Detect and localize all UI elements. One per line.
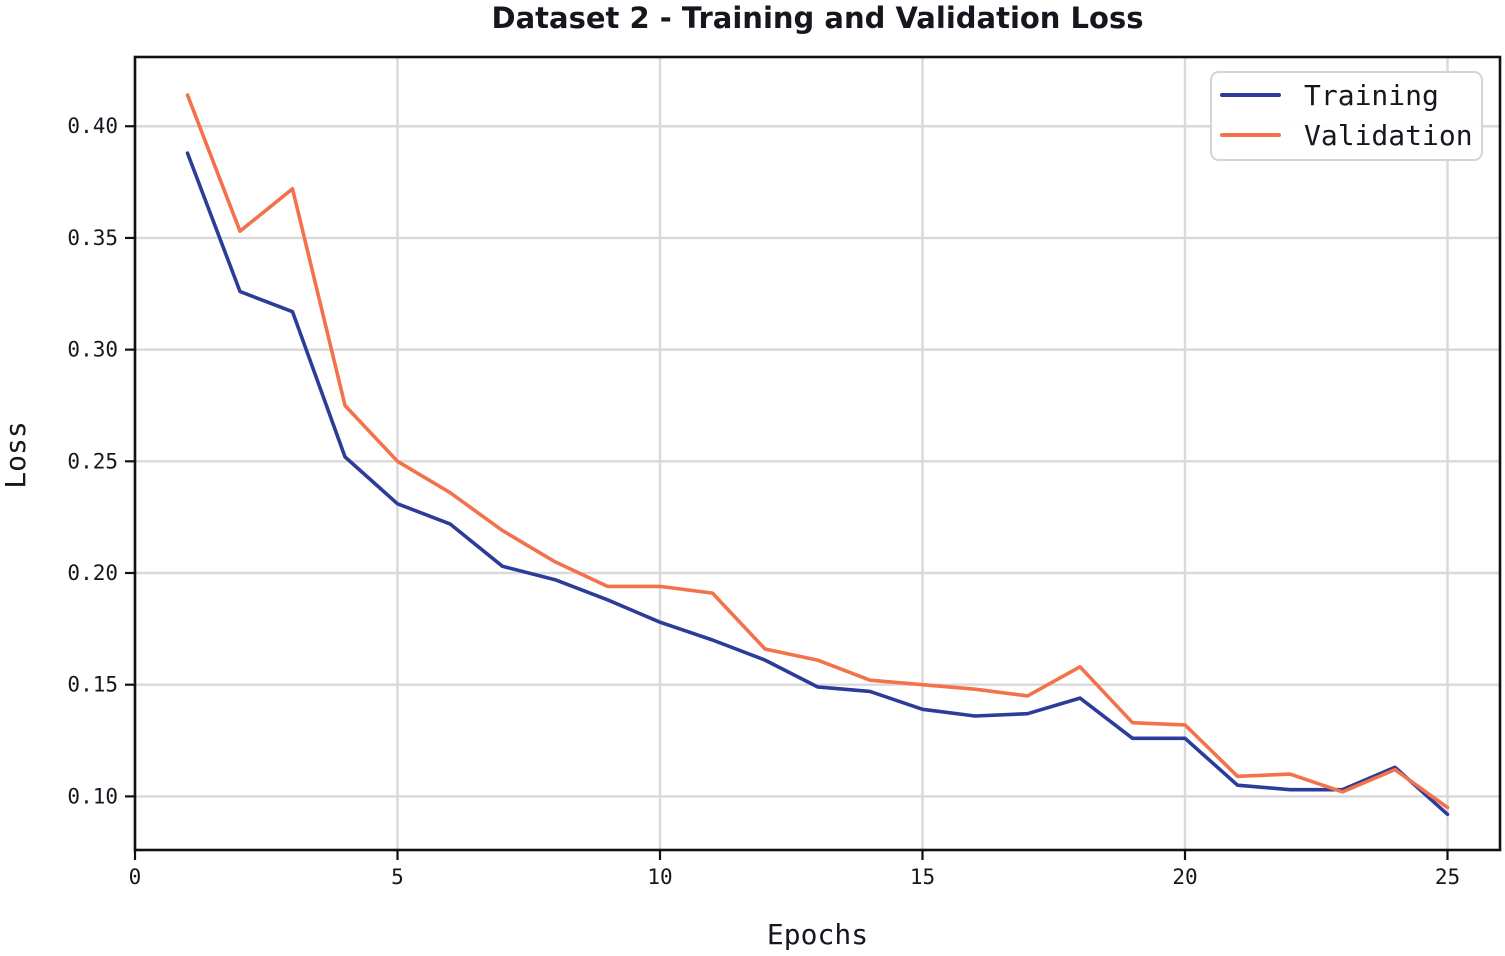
y-tick-label: 0.40 [67,114,118,138]
y-tick-label: 0.10 [67,784,118,808]
legend-item-validation: Validation [1212,115,1481,155]
y-tick-label: 0.25 [67,449,118,473]
y-tick-label: 0.30 [67,338,118,362]
x-axis-label: Epochs [766,918,869,951]
legend-label-validation: Validation [1304,118,1473,152]
y-tick-label: 0.15 [67,673,118,697]
plot-border [133,55,1502,852]
x-tick-label: 5 [391,865,404,889]
chart-title: Dataset 2 - Training and Validation Loss [491,1,1144,35]
legend-label-training: Training [1304,78,1439,112]
x-tick-label: 15 [910,865,935,889]
y-axis-label: Loss [0,421,32,489]
x-tick-label: 0 [129,865,142,889]
training-line-swatch [1220,93,1281,97]
x-tick-label: 10 [647,865,672,889]
validation-line [185,93,1450,810]
x-tick-label: 20 [1172,865,1197,889]
x-tick-label: 25 [1435,865,1460,889]
legend: Training Validation [1210,71,1483,161]
y-tick-label: 0.35 [67,226,118,250]
validation-line-swatch [1220,133,1281,137]
legend-item-training: Training [1212,75,1481,115]
y-tick-label: 0.20 [67,561,118,585]
training-line [185,151,1450,817]
